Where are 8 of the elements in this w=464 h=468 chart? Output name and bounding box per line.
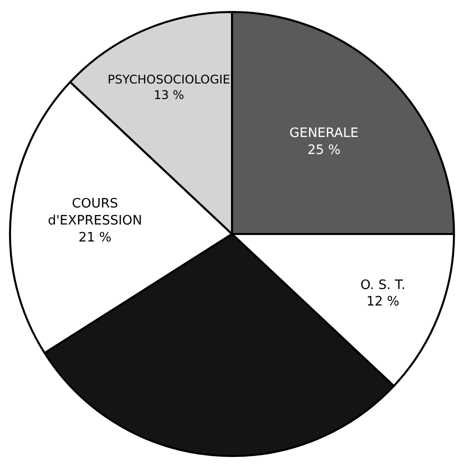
slice-label: O. S. T.: [360, 278, 406, 293]
data-label: 25 %: [307, 142, 340, 158]
data-label: 21 %: [78, 230, 112, 246]
slice-label: GENERALE: [289, 126, 358, 142]
data-label: 12 %: [366, 294, 400, 310]
data-label: 13 %: [154, 88, 184, 102]
slice-label: COURS d'EXPRESSION: [48, 196, 142, 229]
slice-label: PSYCHOSOCIOLOGIE: [108, 72, 230, 87]
